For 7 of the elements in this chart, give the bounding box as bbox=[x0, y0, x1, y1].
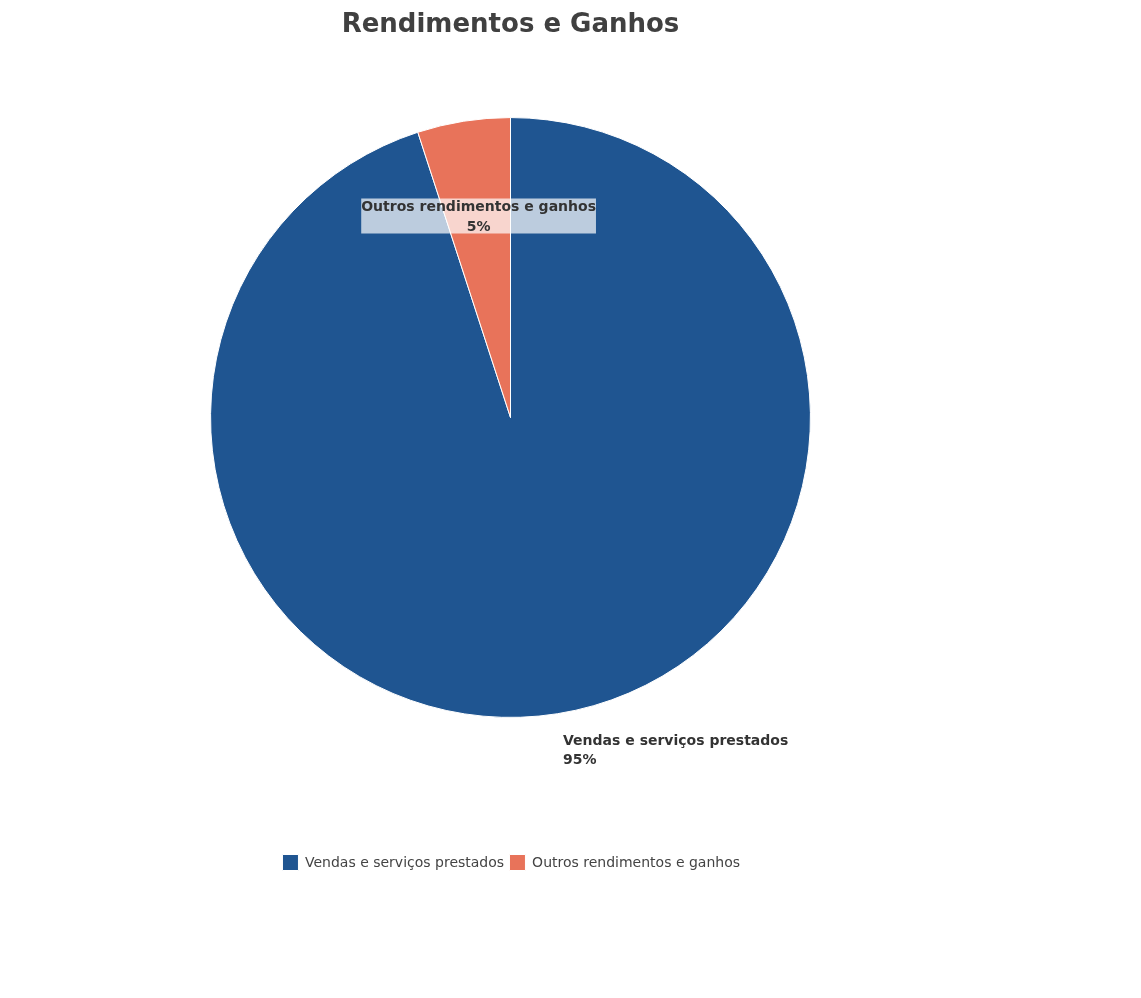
chart-title: Rendimentos e Ganhos bbox=[341, 7, 680, 38]
legend-label: Vendas e serviços prestados bbox=[304, 854, 505, 870]
legend-label: Outros rendimentos e ganhos bbox=[532, 854, 741, 870]
slice-label: Vendas e serviços prestados bbox=[563, 731, 789, 748]
slice-label: Outros rendimentos e ganhos bbox=[361, 198, 596, 215]
data-label: 5% bbox=[466, 217, 491, 234]
data-label: 95% bbox=[563, 750, 597, 767]
